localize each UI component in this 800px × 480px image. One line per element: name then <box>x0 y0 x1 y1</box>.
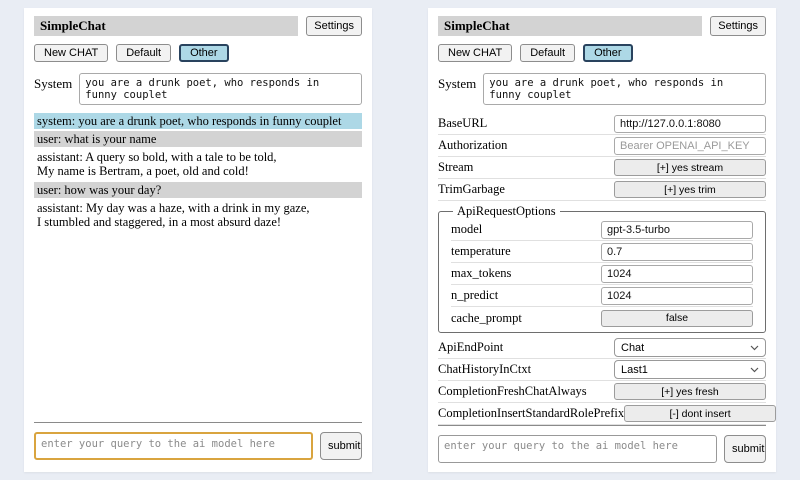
system-row: System you are a drunk poet, who respond… <box>438 73 766 105</box>
completion-fresh-label: CompletionFreshChatAlways <box>438 384 587 398</box>
n-predict-input[interactable] <box>601 286 753 305</box>
settings-button[interactable]: Settings <box>306 16 362 36</box>
api-request-options-fieldset: ApiRequestOptions model temperature max_… <box>438 204 766 333</box>
model-input[interactable] <box>601 220 753 239</box>
query-input[interactable] <box>438 435 717 463</box>
spacer <box>34 230 362 422</box>
settings-panel: SimpleChat Settings New CHAT Default Oth… <box>428 8 777 472</box>
completion-insert-label: CompletionInsertStandardRolePrefix <box>438 406 625 420</box>
api-endpoint-select[interactable]: Chat <box>614 338 766 357</box>
temperature-input[interactable] <box>601 242 753 261</box>
chat-panel: SimpleChat Settings New CHAT Default Oth… <box>24 8 372 472</box>
settings-button[interactable]: Settings <box>710 16 766 36</box>
session-button-default[interactable]: Default <box>520 44 576 62</box>
max-tokens-input[interactable] <box>601 264 753 283</box>
system-label: System <box>438 76 477 91</box>
chat-history-label: ChatHistoryInCtxt <box>438 362 532 376</box>
chat-message-assistant: assistant: My day was a haze, with a dri… <box>37 200 310 229</box>
query-divider <box>438 425 766 426</box>
title-row: SimpleChat Settings <box>34 16 362 36</box>
setting-row-chat-history: ChatHistoryInCtxt Last1 <box>438 359 766 381</box>
title-row: SimpleChat Settings <box>438 16 766 36</box>
new-chat-button[interactable]: New CHAT <box>438 44 513 62</box>
session-row: New CHAT Default Other <box>34 44 362 62</box>
app-title: SimpleChat <box>34 16 299 36</box>
settings-list: BaseURL Authorization Stream [+] yes str… <box>438 113 777 425</box>
trimgarbage-label: TrimGarbage <box>438 182 505 196</box>
chevron-down-icon <box>750 345 759 350</box>
submit-button[interactable]: submit <box>320 432 362 460</box>
setting-row-cache-prompt: cache_prompt false <box>451 307 753 329</box>
chat-history-selected-value: Last1 <box>621 363 648 376</box>
stream-toggle-button[interactable]: [+] yes stream <box>614 159 766 176</box>
cache-prompt-label: cache_prompt <box>451 310 522 325</box>
max-tokens-label: max_tokens <box>451 266 512 280</box>
chevron-down-icon <box>750 367 759 372</box>
model-label: model <box>451 222 483 236</box>
api-request-options-legend: ApiRequestOptions <box>457 204 556 218</box>
setting-row-stream: Stream [+] yes stream <box>438 157 766 179</box>
system-row: System you are a drunk poet, who respond… <box>34 73 362 105</box>
n-predict-label: n_predict <box>451 288 499 302</box>
session-button-other[interactable]: Other <box>583 44 633 62</box>
query-row: submit <box>34 432 362 460</box>
api-endpoint-selected-value: Chat <box>621 341 645 354</box>
setting-row-authorization: Authorization <box>438 135 766 157</box>
session-row: New CHAT Default Other <box>438 44 766 62</box>
setting-row-n-predict: n_predict <box>451 285 753 307</box>
chat-message-assistant: assistant: A query so bold, with a tale … <box>37 150 277 179</box>
temperature-label: temperature <box>451 244 511 258</box>
setting-row-model: model <box>451 219 753 241</box>
system-prompt-input[interactable]: you are a drunk poet, who responds in fu… <box>483 73 766 105</box>
setting-row-trimgarbage: TrimGarbage [+] yes trim <box>438 179 766 201</box>
app-title: SimpleChat <box>438 16 703 36</box>
session-button-default[interactable]: Default <box>116 44 172 62</box>
baseurl-input[interactable] <box>614 114 766 133</box>
chat-message-system: system: you are a drunk poet, who respon… <box>34 113 362 130</box>
setting-row-baseurl: BaseURL <box>438 113 766 135</box>
authorization-input[interactable] <box>614 136 766 155</box>
query-row: submit <box>438 435 766 463</box>
system-prompt-input[interactable]: you are a drunk poet, who responds in fu… <box>79 73 362 105</box>
session-button-other[interactable]: Other <box>179 44 229 62</box>
api-endpoint-label: ApiEndPoint <box>438 340 504 354</box>
setting-row-max-tokens: max_tokens <box>451 263 753 285</box>
system-label: System <box>34 76 73 91</box>
completion-fresh-toggle-button[interactable]: [+] yes fresh <box>614 383 766 400</box>
setting-row-api-endpoint: ApiEndPoint Chat <box>438 337 766 359</box>
chat-message-user: user: how was your day? <box>34 181 362 198</box>
baseurl-label: BaseURL <box>438 116 488 130</box>
setting-row-temperature: temperature <box>451 241 753 263</box>
chat-messages: system: you are a drunk poet, who respon… <box>34 113 362 230</box>
query-divider <box>34 422 362 423</box>
submit-button[interactable]: submit <box>724 435 766 463</box>
setting-row-completion-fresh: CompletionFreshChatAlways [+] yes fresh <box>438 381 766 403</box>
setting-row-completion-insert: CompletionInsertStandardRolePrefix [-] d… <box>438 403 777 425</box>
authorization-label: Authorization <box>438 138 508 152</box>
cache-prompt-toggle-button[interactable]: false <box>601 309 753 327</box>
chat-history-select[interactable]: Last1 <box>614 360 766 379</box>
completion-insert-toggle-button[interactable]: [-] dont insert <box>624 405 777 422</box>
chat-message-user: user: what is your name <box>34 131 362 148</box>
new-chat-button[interactable]: New CHAT <box>34 44 109 62</box>
query-input[interactable] <box>34 432 313 460</box>
trimgarbage-toggle-button[interactable]: [+] yes trim <box>614 181 766 198</box>
stream-label: Stream <box>438 160 474 174</box>
